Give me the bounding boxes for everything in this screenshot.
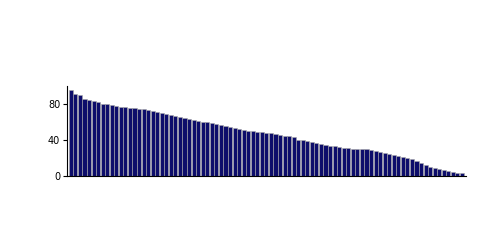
Bar — [333, 146, 336, 176]
Bar — [215, 124, 218, 176]
Bar — [178, 117, 182, 176]
Bar — [287, 136, 291, 176]
Bar — [237, 129, 241, 176]
Bar — [269, 133, 273, 176]
Bar — [169, 115, 173, 176]
Bar — [96, 102, 100, 176]
Bar — [128, 108, 132, 176]
Bar — [196, 121, 200, 176]
Bar — [292, 137, 296, 176]
Bar — [119, 107, 123, 176]
Bar — [364, 149, 369, 176]
Bar — [414, 161, 419, 176]
Bar — [146, 110, 150, 176]
Bar — [278, 135, 282, 176]
Bar — [283, 136, 287, 176]
Bar — [346, 148, 350, 176]
Bar — [142, 109, 145, 176]
Bar — [383, 153, 387, 176]
Bar — [296, 140, 300, 176]
Bar — [305, 141, 310, 176]
Bar — [355, 148, 360, 176]
Bar — [192, 120, 196, 176]
Bar — [260, 132, 264, 176]
Bar — [137, 109, 141, 176]
Bar — [456, 173, 459, 176]
Bar — [101, 104, 105, 176]
Bar — [123, 107, 128, 176]
Bar — [219, 125, 223, 176]
Bar — [132, 108, 136, 176]
Bar — [114, 106, 119, 176]
Bar — [437, 169, 441, 176]
Bar — [246, 130, 250, 176]
Bar — [155, 112, 159, 176]
Bar — [205, 122, 209, 176]
Bar — [360, 149, 364, 176]
Bar — [228, 127, 232, 176]
Bar — [319, 144, 323, 176]
Bar — [223, 126, 228, 176]
Bar — [87, 100, 91, 176]
Bar — [160, 112, 164, 176]
Bar — [73, 94, 77, 176]
Bar — [110, 105, 114, 176]
Bar — [151, 111, 155, 176]
Bar — [255, 132, 259, 176]
Bar — [328, 146, 332, 176]
Bar — [241, 130, 246, 176]
Bar — [69, 90, 73, 176]
Bar — [410, 159, 414, 176]
Bar — [314, 143, 318, 176]
Bar — [432, 168, 437, 176]
Bar — [310, 142, 314, 176]
Bar — [428, 166, 432, 176]
Bar — [387, 154, 391, 176]
Bar — [201, 122, 205, 176]
Bar — [392, 155, 396, 176]
Bar — [446, 171, 450, 176]
Bar — [369, 150, 373, 176]
Bar — [405, 158, 409, 176]
Bar — [442, 170, 446, 176]
Bar — [251, 131, 255, 176]
Bar — [324, 145, 327, 176]
Bar — [274, 134, 277, 176]
Bar — [451, 172, 455, 176]
Bar — [83, 99, 86, 176]
Bar — [78, 95, 82, 176]
Bar — [342, 148, 346, 176]
Bar — [210, 123, 214, 176]
Bar — [423, 165, 428, 176]
Bar — [92, 101, 96, 176]
Bar — [264, 133, 268, 176]
Bar — [164, 114, 168, 176]
Bar — [105, 104, 109, 176]
Bar — [378, 152, 382, 176]
Bar — [351, 148, 355, 176]
Bar — [419, 163, 423, 176]
Bar — [187, 119, 191, 176]
Bar — [301, 140, 305, 176]
Bar — [182, 118, 187, 176]
Bar — [173, 116, 178, 176]
Bar — [401, 157, 405, 176]
Bar — [337, 147, 341, 176]
Bar — [460, 173, 464, 176]
Bar — [396, 156, 400, 176]
Bar — [373, 151, 378, 176]
Bar — [232, 128, 237, 176]
